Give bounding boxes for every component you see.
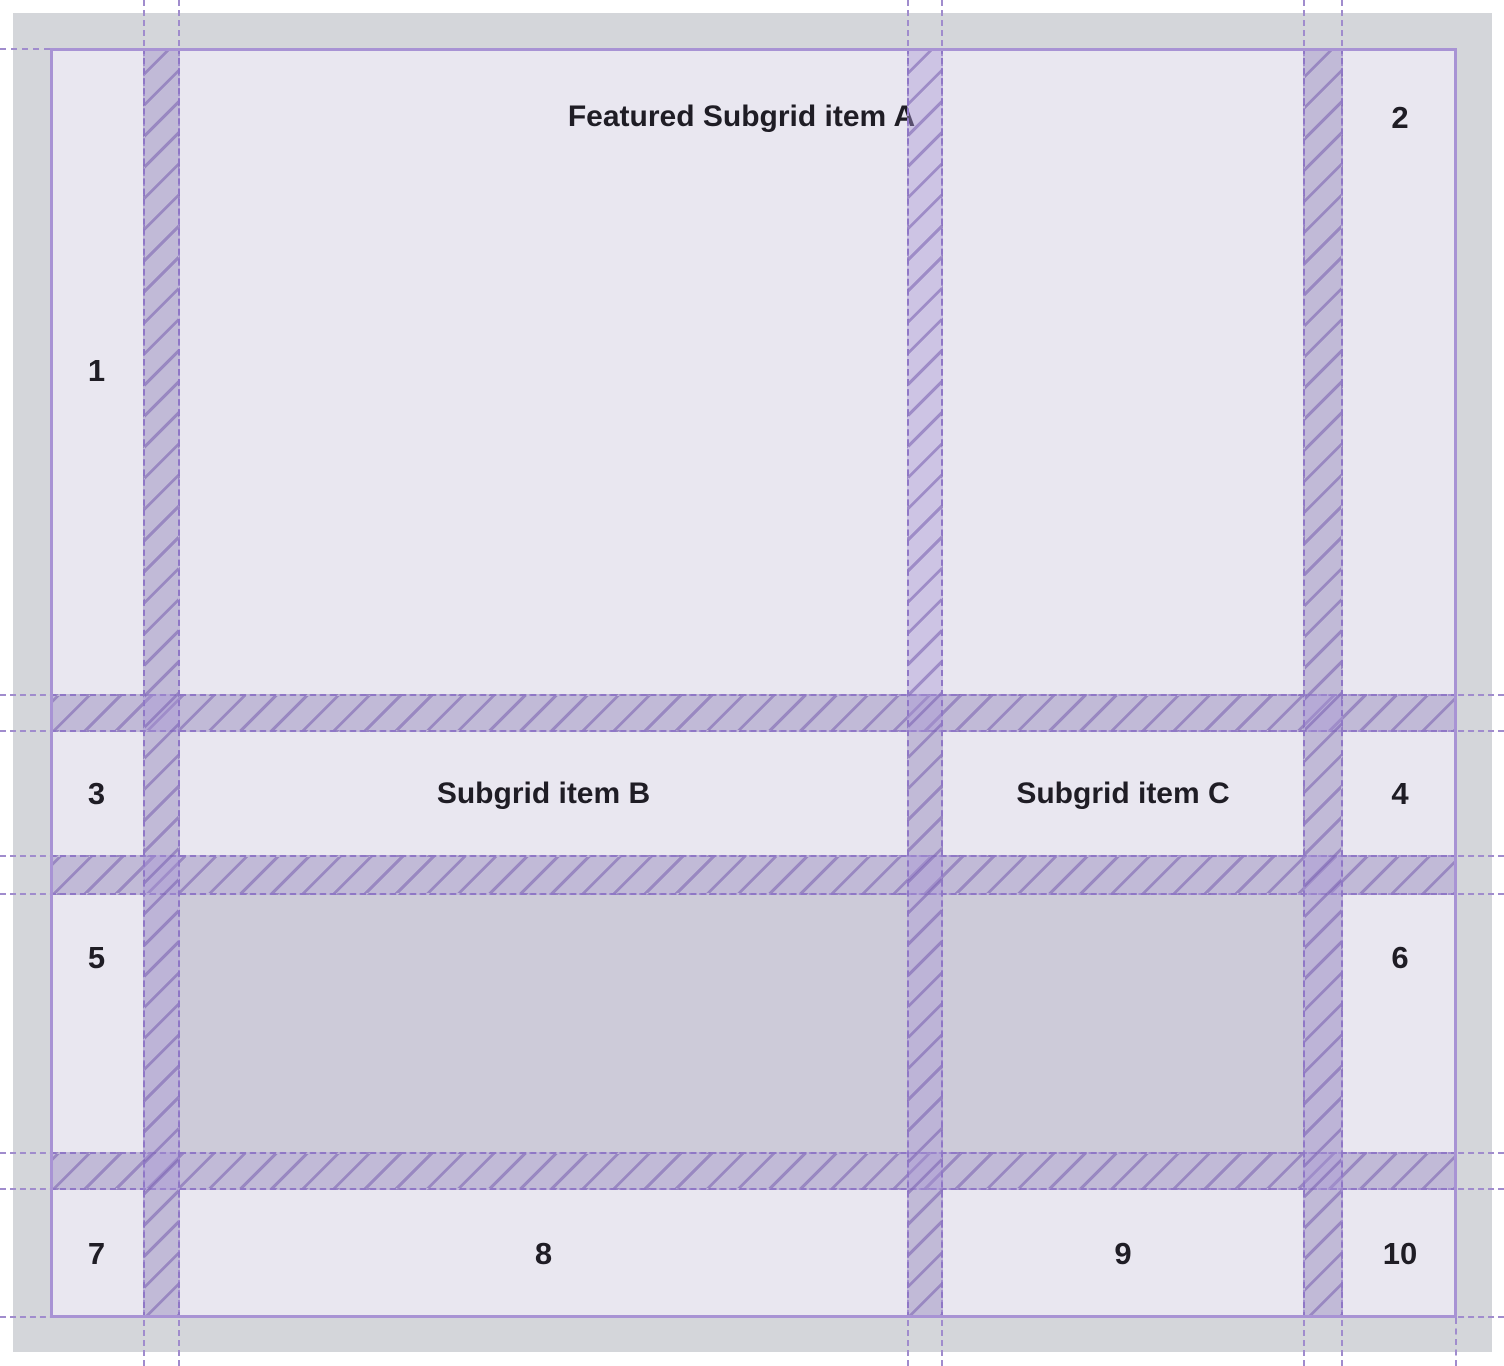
- grid-cell-5-label: 5: [87, 940, 106, 975]
- grid-cell-5[interactable]: 5: [50, 895, 143, 1152]
- featured-subgrid-item-a-label: Featured Subgrid item A: [567, 100, 916, 133]
- grid-cell-1[interactable]: 1: [50, 48, 143, 694]
- grid-cell-10-label: 10: [1382, 1236, 1418, 1271]
- grid-cell-featured-subgrid-item-a[interactable]: Featured Subgrid item A: [180, 48, 1303, 694]
- grid-cell-7[interactable]: 7: [50, 1190, 143, 1318]
- grid-cell-2-label: 2: [1391, 100, 1409, 135]
- subgrid-item-c-label: Subgrid item C: [1016, 776, 1230, 810]
- subgrid-item-b-label: Subgrid item B: [436, 776, 651, 810]
- grid-cell-6-label: 6: [1391, 940, 1409, 975]
- nested-subgrid-track: [143, 895, 1343, 1152]
- grid-cell-8[interactable]: 8: [180, 1190, 907, 1318]
- grid-cell-4-label: 4: [1391, 775, 1409, 811]
- grid-cell-1-label: 1: [87, 353, 106, 388]
- grid-cell-4[interactable]: 4: [1343, 732, 1457, 855]
- grid-cell-9[interactable]: 9: [943, 1190, 1303, 1318]
- grid-cell-subgrid-item-c[interactable]: Subgrid item C: [943, 732, 1303, 855]
- grid-cell-7-label: 7: [87, 1236, 106, 1271]
- grid-cell-2[interactable]: 2: [1343, 48, 1457, 694]
- grid-cell-6[interactable]: 6: [1343, 895, 1457, 1152]
- grid-cell-3[interactable]: 3: [50, 732, 143, 855]
- grid-cell-subgrid-item-b[interactable]: Subgrid item B: [180, 732, 907, 855]
- grid-cell-9-label: 9: [1114, 1236, 1132, 1271]
- grid-cell-8-label: 8: [534, 1236, 553, 1271]
- grid-cell-10[interactable]: 10: [1343, 1190, 1457, 1318]
- grid-cell-3-label: 3: [87, 775, 106, 811]
